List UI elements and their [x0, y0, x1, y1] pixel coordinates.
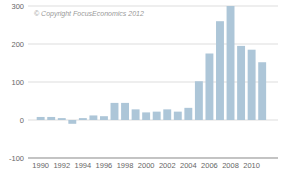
- bar: [58, 118, 66, 120]
- bar: [248, 50, 256, 120]
- x-tick-label: 1996: [96, 161, 113, 170]
- bar: [79, 118, 87, 120]
- bar: [205, 54, 213, 121]
- bar: [258, 62, 266, 120]
- bar: [174, 112, 182, 120]
- x-tick-label: 1990: [32, 161, 49, 170]
- grid-line: [28, 158, 278, 159]
- x-tick-label: 2008: [222, 161, 239, 170]
- y-tick-label: 0: [20, 116, 24, 125]
- y-tick-label: -100: [9, 154, 24, 163]
- bar: [237, 46, 245, 120]
- chart: -100 0 100 200 300 1990 1992 1994 1996 1998 2000 20…: [0, 0, 286, 176]
- x-tick-label: 1992: [53, 161, 70, 170]
- bar: [89, 115, 97, 120]
- x-tick-label: 2002: [159, 161, 176, 170]
- grid-line: [28, 44, 278, 45]
- bar: [37, 117, 45, 120]
- bars: [37, 6, 266, 124]
- bar: [68, 120, 76, 124]
- y-tick-label: 300: [11, 2, 24, 11]
- bar: [216, 21, 224, 120]
- x-tick-label: 1998: [117, 161, 134, 170]
- y-tick-label: 100: [11, 78, 24, 87]
- x-tick-label: 2000: [138, 161, 155, 170]
- bar: [163, 109, 171, 120]
- bar: [132, 109, 140, 120]
- x-axis-line: [28, 158, 278, 159]
- grid-line: [28, 6, 278, 7]
- y-tick-label: 200: [11, 40, 24, 49]
- bar: [100, 116, 108, 120]
- x-tick-label: 2004: [180, 161, 197, 170]
- bar: [121, 103, 129, 120]
- bar: [111, 103, 119, 120]
- bar: [184, 108, 192, 120]
- bar: [153, 112, 161, 120]
- x-tick-label: 2006: [201, 161, 218, 170]
- bar: [47, 117, 55, 120]
- x-tick-label: 2010: [243, 161, 260, 170]
- x-tick-label: 1994: [75, 161, 92, 170]
- bar: [195, 81, 203, 120]
- bar: [227, 6, 235, 120]
- annotation: © Copyright FocusEconomics 2012: [34, 10, 144, 18]
- bar: [142, 112, 150, 120]
